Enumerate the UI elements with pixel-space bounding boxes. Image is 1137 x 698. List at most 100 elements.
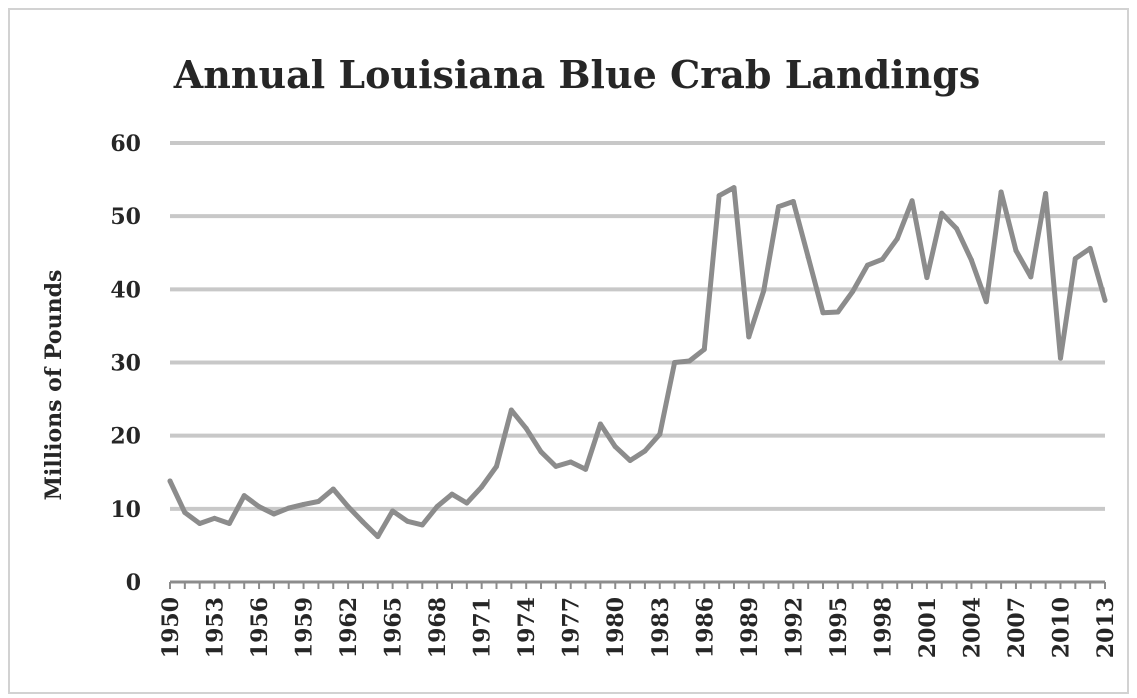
data-point [434, 504, 440, 510]
data-point [494, 463, 500, 469]
x-tick-label: 1992 [781, 597, 807, 658]
data-point [360, 519, 366, 525]
data-point [241, 493, 247, 499]
x-tick-label: 1953 [203, 597, 229, 658]
data-point [301, 501, 307, 507]
data-point [1043, 190, 1049, 196]
data-point [315, 499, 321, 505]
data-point [775, 204, 781, 210]
data-point [835, 309, 841, 315]
x-tick-label: 1983 [648, 597, 674, 658]
y-tick-label: 50 [110, 204, 141, 230]
data-point [731, 185, 737, 191]
data-point [345, 504, 351, 510]
x-tick-label: 1959 [292, 597, 318, 658]
data-point [672, 360, 678, 365]
series-landings [167, 185, 1108, 540]
chart-frame [8, 8, 1129, 694]
data-point [701, 346, 707, 352]
data-point [375, 534, 381, 540]
y-tick-label: 10 [110, 497, 141, 523]
data-point [790, 199, 796, 205]
data-point [820, 310, 826, 316]
data-point [197, 520, 203, 526]
data-point [479, 484, 485, 490]
data-point [167, 478, 173, 484]
data-point [212, 515, 218, 521]
data-point [1057, 355, 1063, 361]
data-point [1013, 248, 1019, 254]
y-tick-labels: 0 10 20 30 40 50 60 [110, 131, 141, 596]
data-point [226, 520, 232, 526]
data-point [597, 421, 603, 427]
y-tick-label: 40 [110, 277, 141, 303]
x-tick-label: 1950 [158, 597, 184, 658]
x-tick-label: 1986 [692, 597, 718, 658]
y-tick-label: 20 [110, 424, 141, 450]
x-tick-label: 1989 [737, 597, 763, 658]
x-tick-label: 1998 [870, 597, 896, 658]
x-tick-label: 2010 [1048, 597, 1074, 658]
x-tick-label: 2001 [915, 597, 941, 658]
data-point [998, 189, 1004, 195]
data-point [627, 458, 633, 464]
data-point [716, 193, 722, 199]
data-point [894, 236, 900, 242]
x-tick-label: 1995 [826, 597, 852, 658]
data-point [686, 358, 692, 364]
data-point [419, 522, 425, 528]
data-point [256, 504, 262, 510]
x-tick-label: 1965 [381, 597, 407, 658]
y-tick-label: 0 [126, 570, 141, 596]
data-point [508, 407, 514, 413]
data-point [879, 256, 885, 262]
data-point [612, 444, 618, 450]
x-tick-label: 1956 [247, 597, 273, 658]
data-point [390, 508, 396, 514]
data-point [271, 511, 277, 517]
data-point [805, 254, 811, 260]
x-tick-label: 1977 [559, 597, 585, 658]
data-point [568, 459, 574, 465]
x-tick-label: 1962 [336, 597, 362, 658]
data-point [1087, 245, 1093, 251]
data-point [850, 289, 856, 295]
data-point [1072, 256, 1078, 262]
y-tick-label: 30 [110, 351, 141, 377]
x-tick-label: 1971 [470, 597, 496, 658]
data-point [983, 299, 989, 305]
data-point [939, 210, 945, 216]
series-line [167, 185, 1108, 540]
data-point [464, 500, 470, 506]
data-point [1028, 274, 1034, 280]
chart-title: Annual Louisiana Blue Crab Landings [173, 52, 981, 97]
data-point [182, 509, 188, 515]
data-point [523, 425, 529, 431]
x-tick-label: 2007 [1004, 597, 1030, 658]
data-point [1102, 297, 1108, 303]
data-point [909, 198, 915, 204]
data-point [449, 491, 455, 497]
data-point [553, 463, 559, 469]
data-point [968, 257, 974, 263]
y-tick-label: 60 [110, 131, 141, 157]
data-point [657, 431, 663, 437]
x-tick-label: 1980 [603, 597, 629, 658]
data-point [330, 486, 336, 492]
data-point [954, 226, 960, 232]
data-point [538, 449, 544, 455]
x-tick-labels: 1950 1953 1956 1959 1962 1965 1968 1971 1974 1977… [158, 597, 1119, 658]
data-point [746, 334, 752, 340]
x-tick-label: 1968 [425, 597, 451, 658]
x-tick-label: 2004 [959, 597, 985, 658]
y-axis-label: Millions of Pounds [41, 270, 67, 501]
x-tick-label: 2013 [1093, 597, 1119, 658]
data-point [924, 275, 930, 281]
gridlines [170, 141, 1105, 511]
data-point [286, 505, 292, 511]
data-point [761, 288, 767, 294]
data-point [642, 448, 648, 454]
data-point [583, 466, 589, 472]
data-point [865, 262, 871, 268]
